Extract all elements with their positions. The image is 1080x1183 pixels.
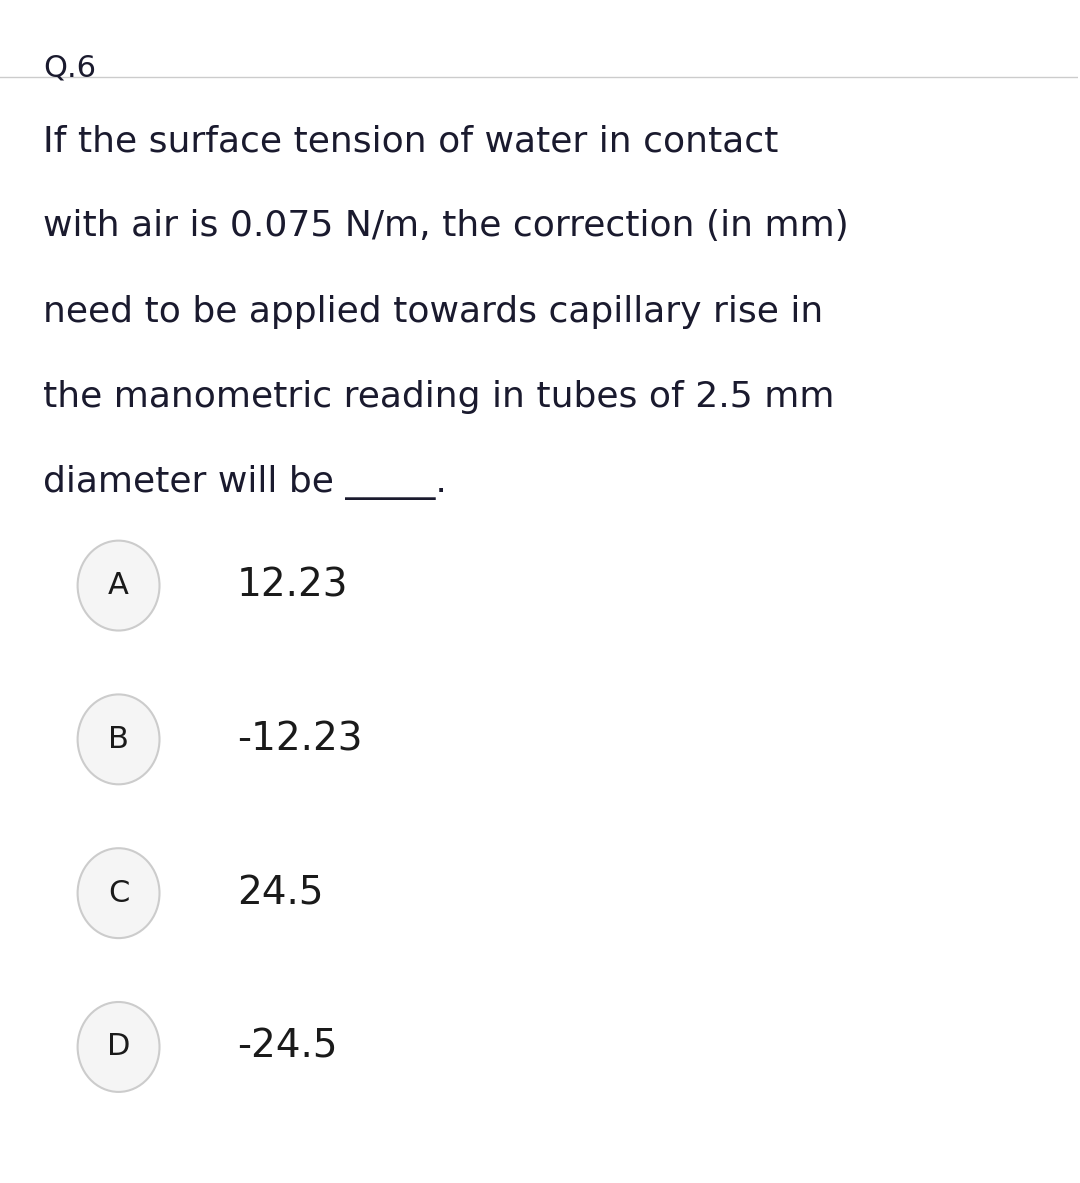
- Text: diameter will be _____.: diameter will be _____.: [43, 465, 447, 500]
- Text: Q.6: Q.6: [43, 53, 96, 83]
- Circle shape: [78, 1002, 160, 1092]
- Text: B: B: [108, 725, 129, 754]
- Text: -24.5: -24.5: [238, 1028, 338, 1066]
- Text: D: D: [107, 1033, 131, 1061]
- Text: with air is 0.075 N/m, the correction (in mm): with air is 0.075 N/m, the correction (i…: [43, 209, 849, 244]
- Text: the manometric reading in tubes of 2.5 mm: the manometric reading in tubes of 2.5 m…: [43, 380, 835, 414]
- Text: C: C: [108, 879, 130, 907]
- Text: 12.23: 12.23: [238, 567, 349, 605]
- Text: If the surface tension of water in contact: If the surface tension of water in conta…: [43, 124, 779, 159]
- Circle shape: [78, 541, 160, 631]
- Text: A: A: [108, 571, 129, 600]
- Text: -12.23: -12.23: [238, 720, 363, 758]
- Text: need to be applied towards capillary rise in: need to be applied towards capillary ris…: [43, 295, 823, 329]
- Circle shape: [78, 694, 160, 784]
- Circle shape: [78, 848, 160, 938]
- Text: 24.5: 24.5: [238, 874, 324, 912]
